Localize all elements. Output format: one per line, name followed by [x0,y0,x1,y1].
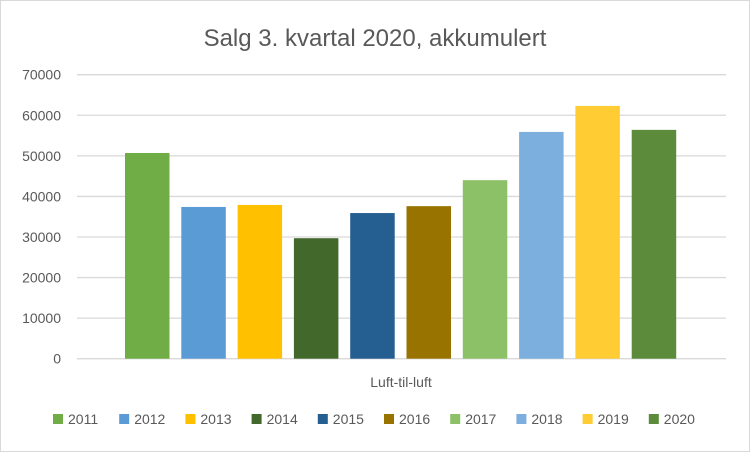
legend-label-2018: 2018 [531,411,562,427]
legend-swatch-2016 [384,414,394,424]
y-tick-label: 30000 [22,229,61,245]
legend-swatch-2014 [251,414,262,424]
y-tick-label: 40000 [22,188,61,204]
bar-2017 [462,180,508,359]
y-tick-label: 10000 [22,310,61,326]
legend-label-2020: 2020 [664,411,695,427]
y-tick-label: 60000 [22,107,61,123]
bar-2016 [406,206,451,359]
bar-2019 [575,105,620,359]
legend-label-2012: 2012 [134,411,165,427]
legend-label-2015: 2015 [333,411,364,427]
legend-label-2019: 2019 [598,411,629,427]
legend-swatch-2011 [53,414,63,424]
bar-2012 [181,206,226,359]
legend-label-2017: 2017 [465,411,496,427]
legend-swatch-2019 [582,414,593,424]
bar-2013 [237,204,283,359]
x-category-label: Luft-til-luft [370,374,432,390]
legend-label-2014: 2014 [267,411,298,427]
bar-2015 [350,213,395,359]
legend-swatch-2020 [648,414,659,424]
y-tick-label: 0 [53,351,61,367]
legend-label-2016: 2016 [399,411,430,427]
legend-swatch-2015 [317,414,328,424]
legend-swatch-2018 [516,414,527,424]
legend-swatch-2012 [119,414,130,424]
legend-label-2013: 2013 [200,411,231,427]
bar-2018 [519,131,564,359]
legend-swatch-2017 [450,414,461,424]
legend-label-2011: 2011 [68,411,98,427]
y-tick-label: 50000 [22,148,61,164]
bar-2011 [125,153,170,359]
chart-title: Salg 3. kvartal 2020, akkumulert [204,25,547,52]
y-tick-label: 70000 [22,67,61,83]
bar-2014 [293,238,339,359]
legend-swatch-2013 [185,414,196,424]
bar-2020 [631,129,677,359]
y-tick-label: 20000 [22,270,61,286]
